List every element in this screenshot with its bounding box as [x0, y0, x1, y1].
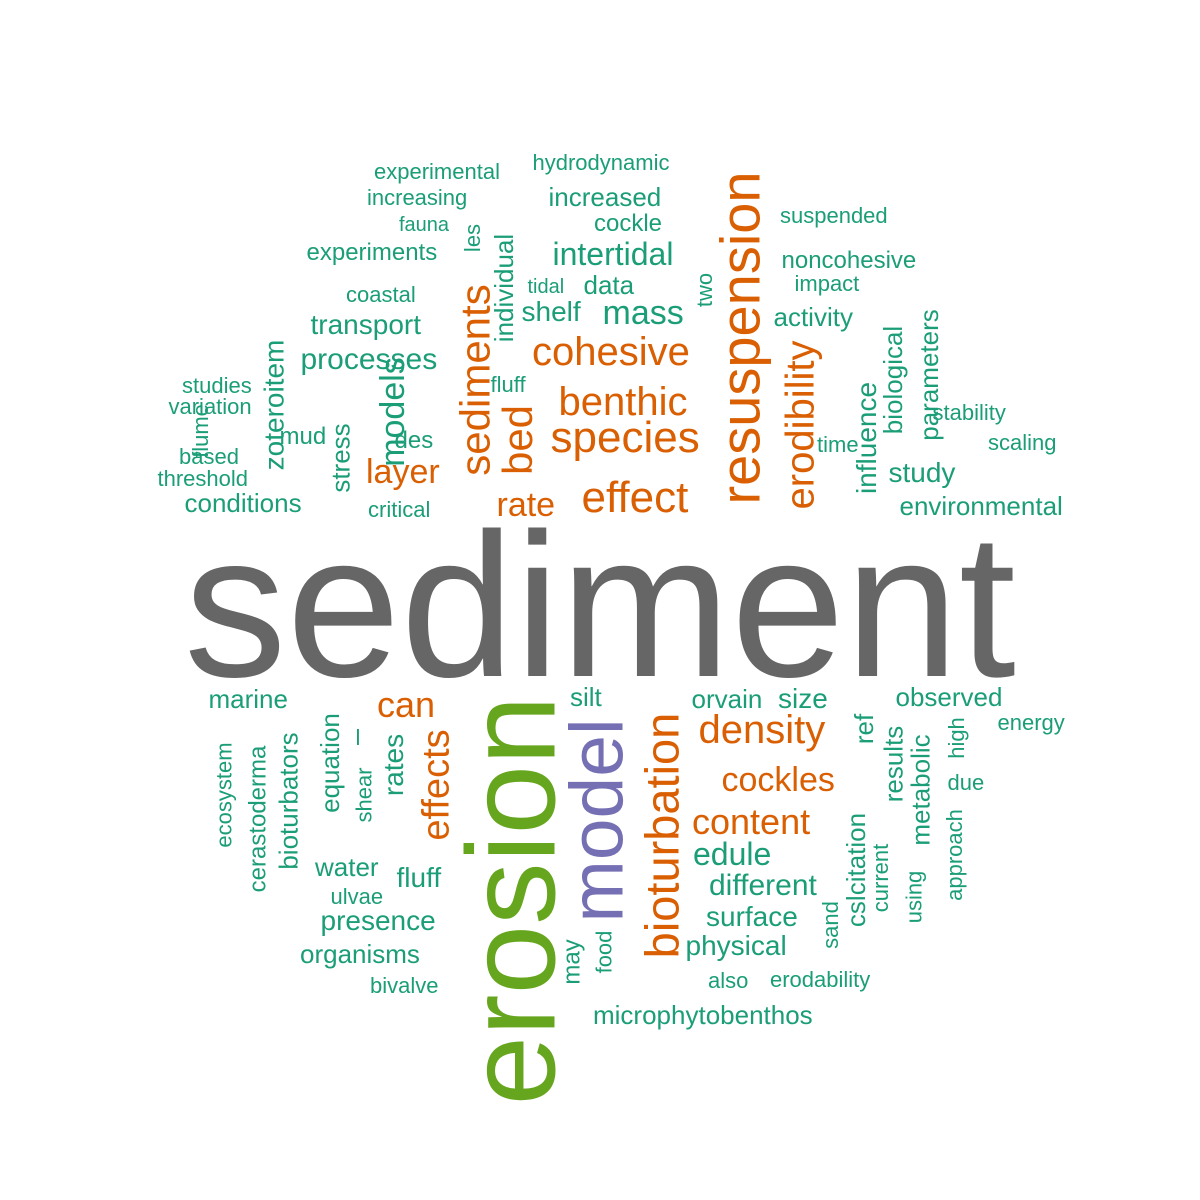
word-ref: ref	[849, 713, 880, 745]
word-cohesive: cohesive	[532, 330, 690, 374]
word-threshold: threshold	[157, 466, 249, 491]
word-erodibility: erodibility	[777, 340, 822, 510]
word-des: des	[394, 427, 434, 454]
word-mass: mass	[602, 294, 684, 332]
word-tidal: tidal	[527, 276, 565, 298]
word-content: content	[692, 801, 811, 842]
word-organisms: organisms	[300, 939, 420, 969]
word-shear: shear	[351, 767, 377, 823]
word-using: using	[900, 870, 926, 924]
word-based: based	[179, 444, 239, 469]
word-fluff: fluff	[490, 372, 526, 397]
word-food: food	[590, 930, 616, 974]
word-erodability: erodability	[770, 967, 871, 992]
word-energy: energy	[997, 710, 1065, 735]
word-biological: biological	[878, 325, 909, 435]
word-bioturbation: bioturbation	[635, 712, 689, 958]
word-metabolic: metabolic	[905, 734, 936, 846]
word-l: l	[355, 725, 361, 750]
word-stress: stress	[325, 423, 356, 493]
word-ulvae: ulvae	[330, 884, 384, 909]
word-density: density	[698, 708, 826, 752]
word-may: may	[558, 939, 586, 985]
word-sand: sand	[817, 901, 843, 949]
word-individual: individual	[489, 233, 520, 343]
word-critical: critical	[368, 497, 431, 522]
word-intertidal: intertidal	[552, 236, 674, 272]
word-processes: processes	[300, 343, 438, 376]
word-shelf: shelf	[521, 296, 581, 327]
word-bioturbators: bioturbators	[273, 732, 304, 870]
word-silt: silt	[570, 682, 602, 712]
word-ecosystem: ecosystem	[211, 742, 237, 848]
word-results: results	[877, 725, 908, 803]
word-activity: activity	[773, 302, 853, 332]
word-studies: studies	[182, 373, 252, 398]
word-study: study	[888, 457, 956, 488]
word-noncohesive: noncohesive	[781, 247, 917, 274]
word-transport: transport	[310, 309, 422, 340]
word-physical: physical	[685, 930, 787, 961]
word-layer: layer	[366, 453, 440, 491]
word-observed: observed	[895, 682, 1003, 712]
word-fluff: fluff	[396, 862, 442, 893]
word-marine: marine	[208, 684, 288, 714]
word-stability: stability	[932, 400, 1006, 425]
word-zoteroitem: zoteroitem	[257, 339, 289, 471]
word-microphytobenthos: microphytobenthos	[593, 1000, 813, 1030]
word-water: water	[315, 852, 379, 882]
word-approach: approach	[941, 809, 967, 901]
word-conditions: conditions	[184, 488, 302, 518]
word-scaling: scaling	[988, 430, 1057, 455]
word-high: high	[943, 717, 969, 759]
word-size: size	[778, 683, 828, 714]
word-suspended: suspended	[780, 203, 888, 228]
word-hydrodynamic: hydrodynamic	[532, 150, 670, 175]
word-surface: surface	[706, 901, 798, 932]
word-equation: equation	[314, 713, 345, 813]
word-cslcitation: cslcitation	[841, 812, 872, 928]
word-bivalve: bivalve	[370, 973, 439, 998]
word-time: time	[817, 432, 859, 457]
word-increased: increased	[548, 182, 662, 212]
word-resuspension: resuspension	[708, 171, 772, 505]
word-les: les	[460, 223, 486, 253]
word-rate: rate	[496, 486, 556, 524]
word-experimental: experimental	[374, 159, 500, 184]
word-effects: effects	[415, 729, 458, 841]
word-orvain: orvain	[691, 684, 763, 714]
word-cerastoderma: cerastoderma	[243, 745, 271, 893]
word-data: data	[583, 270, 635, 300]
word-current: current	[868, 843, 894, 913]
word-rates: rates	[378, 733, 410, 797]
word-environmental: environmental	[899, 491, 1063, 521]
word-mud: mud	[279, 423, 327, 450]
word-impact: impact	[794, 271, 860, 296]
word-cockle: cockle	[594, 210, 663, 237]
word-coastal: coastal	[346, 282, 416, 307]
word-experiments: experiments	[306, 239, 438, 266]
word-edule: edule	[693, 836, 772, 872]
word-fauna: fauna	[399, 214, 450, 236]
word-cockles: cockles	[721, 761, 835, 799]
word-presence: presence	[320, 905, 436, 936]
word-also: also	[708, 968, 749, 993]
word-bed: bed	[494, 404, 542, 476]
word-due: due	[947, 770, 985, 795]
word-species: species	[550, 413, 700, 462]
word-increasing: increasing	[367, 185, 468, 210]
word-two: two	[692, 272, 718, 308]
word-benthic: benthic	[558, 380, 688, 424]
word-effect: effect	[581, 473, 689, 522]
word-variation: variation	[168, 394, 252, 419]
word-model: model	[554, 717, 639, 923]
word-different: different	[709, 869, 817, 902]
word-can: can	[377, 684, 436, 725]
word-sediment: sediment	[184, 490, 1016, 720]
